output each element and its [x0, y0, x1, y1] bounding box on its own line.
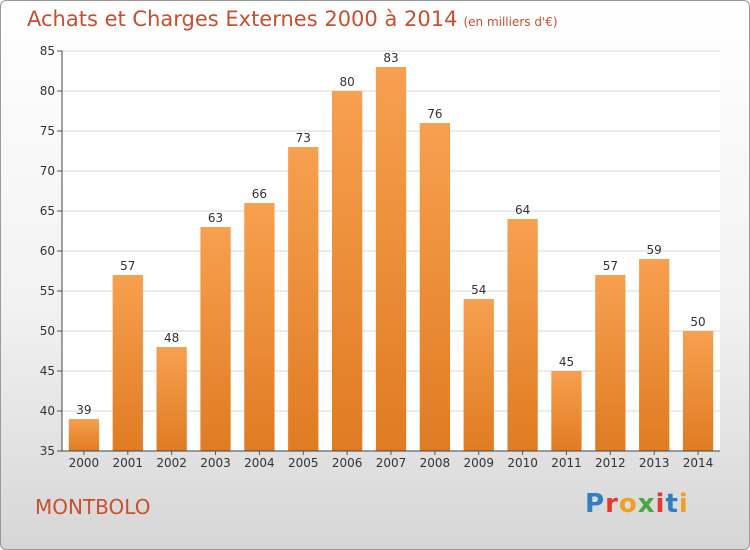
y-tick-label: 65	[40, 204, 55, 218]
axes	[57, 50, 720, 455]
data-label: 54	[471, 283, 486, 297]
x-tick-label: 2001	[113, 456, 144, 470]
bar-2008	[419, 123, 451, 451]
bar-2014	[682, 331, 714, 451]
proxiti-logo: Proxiti	[585, 489, 689, 519]
data-label: 57	[120, 259, 135, 273]
x-tick-label: 2011	[551, 456, 582, 470]
x-tick-label: 2007	[376, 456, 407, 470]
y-tick-label: 60	[40, 244, 55, 258]
data-label: 80	[339, 75, 354, 89]
data-label: 64	[515, 203, 530, 217]
data-label: 66	[252, 187, 267, 201]
x-tick-label: 2004	[244, 456, 275, 470]
y-tick-label: 80	[40, 84, 55, 98]
bar-2011	[551, 371, 582, 451]
logo-letter: i	[678, 489, 689, 519]
bar-2000	[68, 419, 100, 451]
logo-letter: r	[605, 489, 619, 519]
x-tick-label: 2003	[200, 456, 231, 470]
bar-2003	[200, 227, 231, 451]
bar-2009	[463, 299, 494, 451]
x-tick-label: 2000	[69, 456, 100, 470]
bar-2001	[112, 275, 143, 451]
data-label: 50	[690, 315, 705, 329]
chart-title-text: Achats et Charges Externes 2000 à 2014	[27, 7, 458, 31]
logo-letter: o	[618, 489, 638, 519]
y-tick-label: 70	[40, 164, 55, 178]
data-label: 83	[383, 51, 398, 65]
data-label: 59	[647, 243, 662, 257]
y-tick-label: 55	[40, 284, 55, 298]
x-tick-label: 2006	[332, 456, 363, 470]
bar-2006	[331, 91, 363, 451]
bar-2002	[156, 347, 187, 451]
x-tick-label: 2012	[595, 456, 626, 470]
data-label: 73	[296, 131, 311, 145]
y-tick-label: 35	[40, 444, 55, 458]
data-label: 45	[559, 355, 574, 369]
y-tick-label: 85	[40, 44, 55, 58]
logo-letter: P	[585, 489, 606, 519]
bars	[68, 67, 714, 451]
logo-letter: x	[637, 489, 656, 519]
x-tick-label: 2009	[463, 456, 494, 470]
x-tick-labels: 2000 2001 2002 2003 2004 2005 2006 2007 2008 2009…	[69, 456, 714, 470]
x-tick-label: 2002	[156, 456, 187, 470]
x-tick-label: 2010	[507, 456, 538, 470]
chart-unit: (en milliers d'€)	[463, 15, 558, 29]
y-tick-labels: 35 40 45 50 55 60 65 70 75 80 85	[40, 44, 55, 458]
data-label: 48	[164, 331, 179, 345]
y-tick-label: 45	[40, 364, 55, 378]
commune-name: MONTBOLO	[35, 495, 151, 519]
logo-letter: i	[655, 489, 666, 519]
x-tick-label: 2008	[420, 456, 451, 470]
data-label: 63	[208, 211, 223, 225]
y-tick-label: 75	[40, 124, 55, 138]
y-tick-label: 40	[40, 404, 55, 418]
data-label: 76	[427, 107, 442, 121]
bar-2004	[244, 203, 275, 451]
bar-2012	[595, 275, 626, 451]
bar-2007	[375, 67, 407, 451]
bar-2005	[288, 147, 319, 451]
x-tick-label: 2005	[288, 456, 319, 470]
data-label: 39	[76, 403, 91, 417]
bar-2010	[507, 219, 538, 451]
data-labels: 39 57 48 63 66 73 80 83 76 54 64 45 57 59 50	[76, 51, 705, 417]
x-tick-label: 2014	[683, 456, 714, 470]
data-label: 57	[603, 259, 618, 273]
logo-letter: t	[665, 489, 679, 519]
bar-2013	[639, 259, 670, 451]
y-tick-label: 50	[40, 324, 55, 338]
chart-title: Achats et Charges Externes 2000 à 2014 (e…	[27, 7, 558, 31]
x-tick-label: 2013	[639, 456, 670, 470]
